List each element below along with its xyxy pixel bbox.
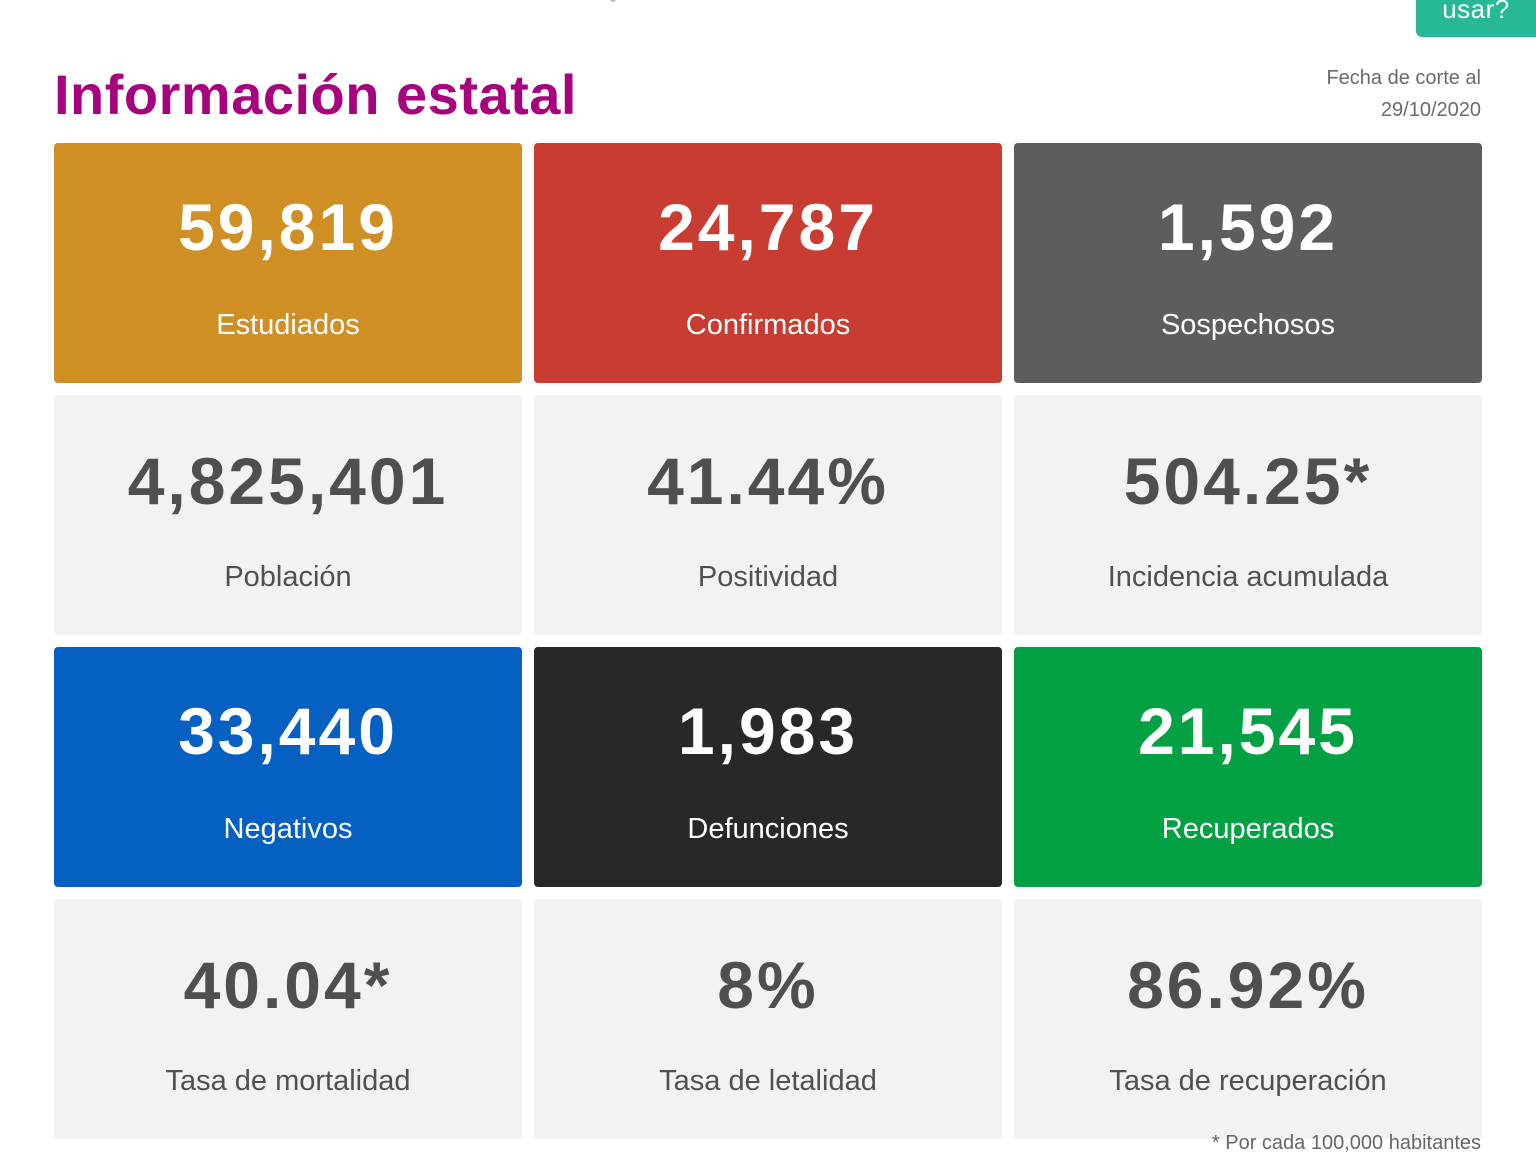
cutoff-date: 29/10/2020 <box>1380 99 1481 121</box>
footnote: * Por cada 100,000 habitantes <box>1211 1132 1481 1154</box>
estudiados-value: 59,819 <box>178 190 398 264</box>
negativos-value: 33,440 <box>178 694 398 768</box>
recuperados-label: Recuperados <box>1161 813 1335 845</box>
incidencia-value: 504.25* <box>1123 444 1373 518</box>
tile-recuperacion: 86.92% Tasa de recuperación <box>1014 899 1482 1139</box>
tile-estudiados: 59,819 Estudiados <box>54 143 522 383</box>
poblacion-label: Población <box>224 561 352 593</box>
tile-sospechosos: 1,592 Sospechosos <box>1014 143 1482 383</box>
incidencia-label: Incidencia acumulada <box>1107 561 1389 593</box>
tile-defunciones: 1,983 Defunciones <box>534 647 1002 887</box>
help-button[interactable]: usar? <box>1416 0 1536 37</box>
tile-positividad: 41.44% Positividad <box>534 395 1002 635</box>
defunciones-label: Defunciones <box>687 813 849 845</box>
tile-poblacion: 4,825,401 Población <box>54 395 522 635</box>
tile-mortalidad: 40.04* Tasa de mortalidad <box>54 899 522 1139</box>
defunciones-value: 1,983 <box>677 694 859 768</box>
letalidad-label: Tasa de letalidad <box>659 1065 877 1097</box>
recuperacion-value: 86.92% <box>1127 948 1369 1022</box>
sospechosos-value: 1,592 <box>1157 190 1339 264</box>
sospechosos-label: Sospechosos <box>1160 309 1336 341</box>
cutoff-date-info: Fecha de corte al 29/10/2020 <box>1326 62 1481 126</box>
top-cut-fragment <box>610 0 616 2</box>
tile-recuperados: 21,545 Recuperados <box>1014 647 1482 887</box>
mortalidad-value: 40.04* <box>183 948 393 1022</box>
poblacion-value: 4,825,401 <box>127 444 449 518</box>
recuperacion-label: Tasa de recuperación <box>1109 1065 1387 1097</box>
confirmados-label: Confirmados <box>685 309 851 341</box>
tile-letalidad: 8% Tasa de letalidad <box>534 899 1002 1139</box>
positividad-label: Positividad <box>697 561 839 593</box>
stats-grid: 59,819 Estudiados 24,787 Confirmados 1,5… <box>54 143 1482 1139</box>
recuperados-value: 21,545 <box>1138 694 1358 768</box>
negativos-label: Negativos <box>223 813 353 845</box>
mortalidad-label: Tasa de mortalidad <box>165 1065 411 1097</box>
confirmados-value: 24,787 <box>658 190 878 264</box>
tile-negativos: 33,440 Negativos <box>54 647 522 887</box>
tile-confirmados: 24,787 Confirmados <box>534 143 1002 383</box>
tile-incidencia: 504.25* Incidencia acumulada <box>1014 395 1482 635</box>
help-button-label: usar? <box>1442 0 1510 24</box>
positividad-value: 41.44% <box>647 444 889 518</box>
estudiados-label: Estudiados <box>216 309 360 341</box>
letalidad-value: 8% <box>717 948 819 1022</box>
cutoff-label: Fecha de corte al <box>1326 67 1481 89</box>
page-title: Información estatal <box>54 63 577 126</box>
